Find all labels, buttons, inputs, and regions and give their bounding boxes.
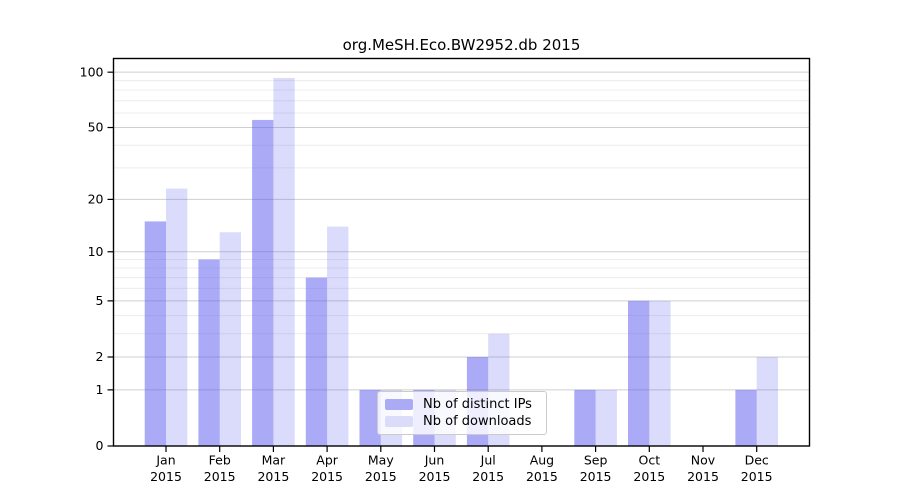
bar-dec-downloads — [756, 357, 778, 446]
y-tick-label-1: 1 — [96, 382, 104, 397]
x-tick-label-year-oct: 2015 — [633, 469, 665, 484]
x-tick-label-year-feb: 2015 — [204, 469, 236, 484]
bar-oct-downloads — [649, 300, 671, 446]
legend-label-distinct-ips: Nb of distinct IPs — [423, 397, 532, 412]
legend-swatch-distinct-ips — [385, 399, 413, 410]
x-tick-label-year-apr: 2015 — [311, 469, 343, 484]
x-tick-label-month-nov: Nov — [691, 453, 716, 468]
x-tick-label-year-jul: 2015 — [472, 469, 504, 484]
chart-title: org.MeSH.Eco.BW2952.db 2015 — [342, 36, 581, 54]
bar-sep-distinct-ips — [574, 389, 596, 446]
x-tick-label-year-mar: 2015 — [257, 469, 289, 484]
bar-sep-downloads — [595, 389, 617, 446]
bar-mar-downloads — [273, 77, 295, 446]
legend-swatch-downloads — [385, 416, 413, 427]
y-tick-label-5: 5 — [96, 293, 104, 308]
y-tick-label-0: 0 — [96, 438, 104, 453]
y-tick-label-10: 10 — [88, 244, 104, 259]
legend-entry-downloads: Nb of downloads — [385, 415, 539, 428]
y-tick-label-50: 50 — [88, 120, 104, 135]
y-tick-label-2: 2 — [96, 349, 104, 364]
x-tick-label-month-mar: Mar — [262, 453, 286, 468]
x-tick-label-month-oct: Oct — [638, 453, 660, 468]
chart-legend: Nb of distinct IPs Nb of downloads — [377, 391, 547, 435]
bar-dec-distinct-ips — [735, 389, 757, 446]
legend-entry-distinct-ips: Nb of distinct IPs — [385, 398, 539, 411]
bar-apr-distinct-ips — [305, 277, 328, 446]
x-tick-label-year-sep: 2015 — [580, 469, 612, 484]
x-tick-label-year-jan: 2015 — [150, 469, 182, 484]
x-tick-label-year-jun: 2015 — [419, 469, 451, 484]
bar-oct-distinct-ips — [628, 300, 650, 446]
bar-may-distinct-ips — [359, 389, 381, 446]
x-tick-label-month-jun: Jun — [424, 453, 445, 468]
bar-feb-distinct-ips — [198, 259, 220, 446]
x-tick-label-month-aug: Aug — [530, 453, 554, 468]
x-tick-label-year-nov: 2015 — [687, 469, 719, 484]
legend-label-downloads: Nb of downloads — [423, 414, 532, 429]
x-tick-label-month-jul: Jul — [480, 453, 496, 468]
x-tick-label-month-jan: Jan — [155, 453, 175, 468]
x-tick-label-year-aug: 2015 — [526, 469, 558, 484]
y-tick-label-20: 20 — [88, 192, 104, 207]
bar-jan-distinct-ips — [144, 221, 166, 446]
x-tick-label-year-dec: 2015 — [741, 469, 773, 484]
x-tick-label-month-may: May — [368, 453, 394, 468]
x-tick-label-month-sep: Sep — [584, 453, 608, 468]
bar-mar-distinct-ips — [252, 119, 274, 447]
bar-jan-downloads — [166, 188, 188, 446]
x-tick-label-month-feb: Feb — [209, 453, 231, 468]
y-tick-label-100: 100 — [80, 64, 104, 79]
x-tick-label-year-may: 2015 — [365, 469, 397, 484]
bar-apr-downloads — [327, 226, 349, 446]
bar-feb-downloads — [219, 232, 241, 446]
x-tick-label-month-apr: Apr — [316, 453, 338, 468]
x-tick-label-month-dec: Dec — [745, 453, 769, 468]
